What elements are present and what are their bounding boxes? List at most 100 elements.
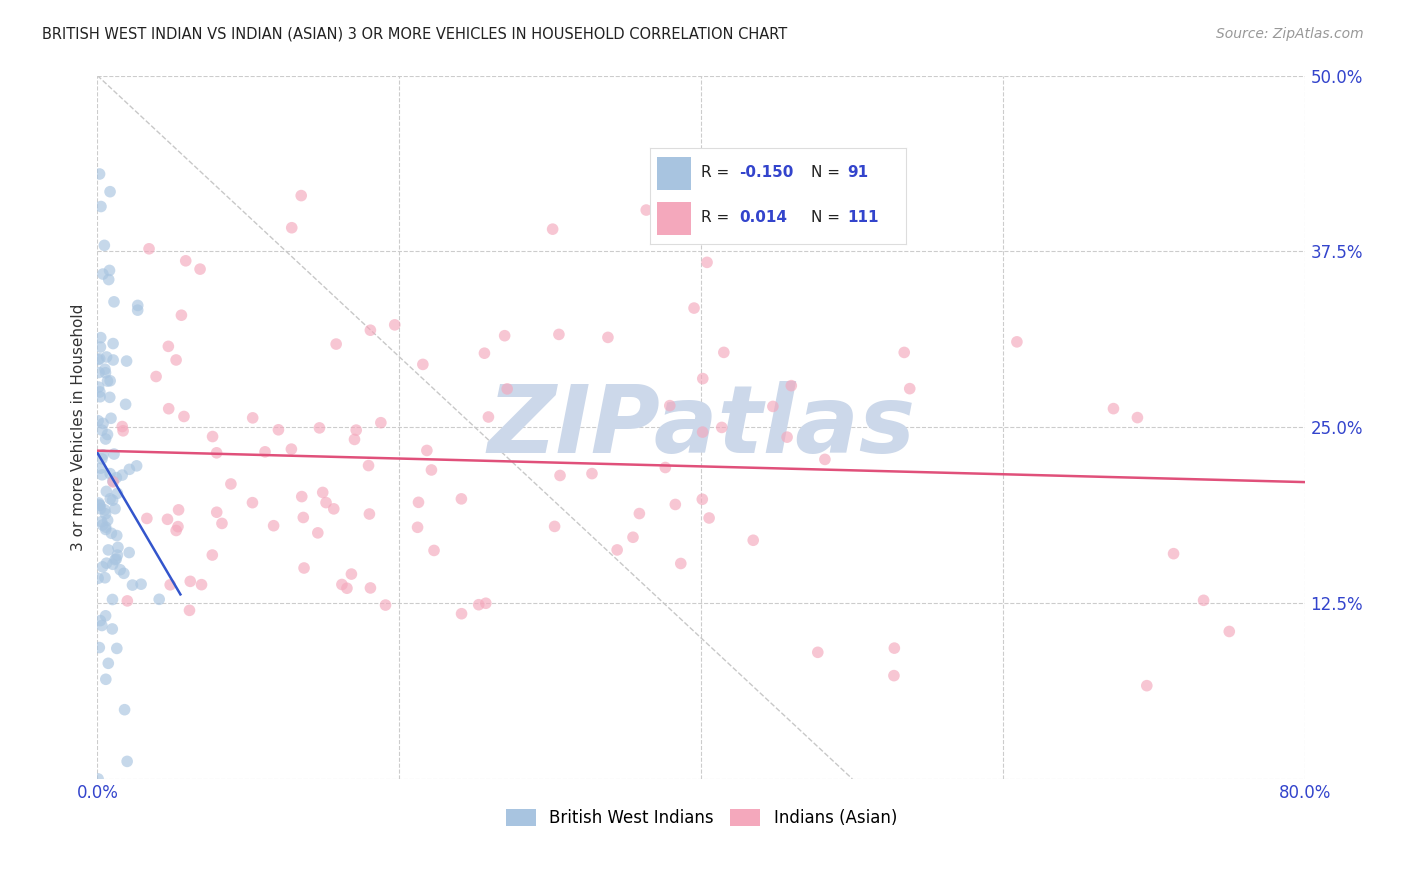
Legend: British West Indians, Indians (Asian): British West Indians, Indians (Asian)	[499, 803, 904, 834]
Point	[94, 520, 117, 534]
Point	[105, 552, 128, 566]
Point	[596, 330, 619, 344]
Point	[91, 423, 114, 437]
Point	[167, 503, 190, 517]
Point	[104, 552, 127, 566]
Point	[112, 566, 135, 581]
Point	[541, 222, 564, 236]
Point	[156, 512, 179, 526]
Point	[806, 198, 828, 212]
Point	[101, 622, 124, 636]
Point	[664, 498, 686, 512]
Point	[87, 380, 110, 394]
Point	[121, 578, 143, 592]
Point	[94, 366, 117, 380]
Text: ZIPatlas: ZIPatlas	[488, 381, 915, 474]
Text: R =: R =	[702, 210, 734, 225]
Point	[170, 308, 193, 322]
Point	[90, 515, 112, 529]
Point	[94, 507, 117, 521]
Point	[475, 596, 498, 610]
Point	[359, 323, 381, 337]
Point	[157, 401, 180, 416]
Point	[263, 518, 285, 533]
Point	[167, 519, 190, 533]
Point	[94, 523, 117, 537]
Point	[1102, 401, 1125, 416]
Point	[107, 548, 129, 562]
Point	[89, 499, 111, 513]
Point	[467, 598, 489, 612]
Point	[89, 640, 111, 655]
Point	[205, 505, 228, 519]
Point	[100, 411, 122, 425]
Point	[101, 558, 124, 572]
Point	[118, 462, 141, 476]
Point	[165, 353, 187, 368]
Point	[548, 468, 571, 483]
Point	[94, 503, 117, 517]
Point	[412, 358, 434, 372]
Point	[190, 577, 212, 591]
Point	[107, 541, 129, 555]
Point	[96, 427, 118, 442]
Point	[114, 703, 136, 717]
Point	[94, 608, 117, 623]
Point	[219, 477, 242, 491]
Point	[117, 594, 139, 608]
Point	[344, 423, 367, 437]
Point	[343, 433, 366, 447]
Point	[93, 238, 115, 252]
Point	[105, 471, 128, 485]
Point	[179, 603, 201, 617]
Point	[658, 399, 681, 413]
Point	[94, 432, 117, 446]
Point	[90, 200, 112, 214]
Text: R =: R =	[702, 165, 734, 180]
Point	[692, 425, 714, 439]
Point	[1005, 334, 1028, 349]
Point	[115, 755, 138, 769]
Point	[697, 511, 720, 525]
Point	[548, 327, 571, 342]
Point	[98, 185, 121, 199]
Point	[267, 423, 290, 437]
Point	[1218, 624, 1240, 639]
Point	[91, 467, 114, 482]
Point	[308, 421, 330, 435]
Point	[359, 507, 381, 521]
Point	[450, 491, 472, 506]
Point	[292, 510, 315, 524]
Point	[90, 331, 112, 345]
Point	[307, 525, 329, 540]
Point	[98, 467, 121, 481]
Point	[96, 556, 118, 570]
Point	[201, 429, 224, 443]
Bar	[658, 157, 690, 190]
Point	[384, 318, 406, 332]
Point	[669, 557, 692, 571]
Point	[710, 420, 733, 434]
Point	[211, 516, 233, 531]
Point	[101, 592, 124, 607]
Point	[654, 460, 676, 475]
Point	[114, 397, 136, 411]
Point	[242, 410, 264, 425]
Point	[179, 574, 201, 589]
Point	[97, 272, 120, 286]
Point	[450, 607, 472, 621]
Point	[89, 167, 111, 181]
Point	[474, 346, 496, 360]
Point	[692, 371, 714, 385]
Text: -0.150: -0.150	[740, 165, 794, 180]
Point	[898, 382, 921, 396]
Point	[89, 351, 111, 366]
Point	[312, 485, 335, 500]
Point	[89, 614, 111, 628]
Point	[742, 533, 765, 548]
Point	[97, 543, 120, 558]
Point	[357, 458, 380, 473]
Point	[94, 362, 117, 376]
Point	[107, 486, 129, 500]
Point	[100, 526, 122, 541]
